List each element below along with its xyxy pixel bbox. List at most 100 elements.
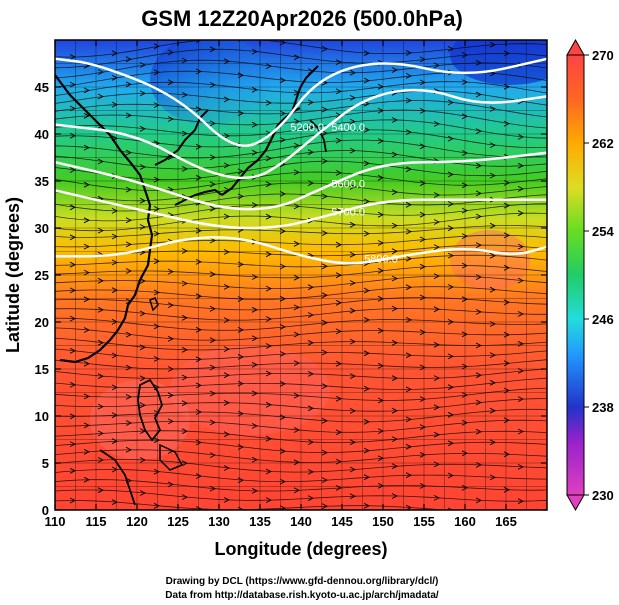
wind-arrow bbox=[125, 393, 133, 400]
wind-arrow bbox=[209, 337, 217, 344]
wind-arrow bbox=[195, 68, 203, 75]
wind-arrow bbox=[69, 467, 77, 474]
wind-arrow bbox=[335, 328, 343, 335]
wind-arrow bbox=[461, 182, 469, 189]
wind-arrow bbox=[433, 306, 441, 313]
x-tick-label: 140 bbox=[290, 514, 312, 529]
wind-arrow bbox=[83, 144, 91, 151]
wind-arrow bbox=[167, 116, 175, 122]
wind-arrow bbox=[69, 315, 77, 322]
wind-arrow bbox=[321, 503, 329, 510]
wind-arrow bbox=[125, 268, 133, 274]
y-tick-label: 15 bbox=[35, 362, 49, 377]
wind-arrow bbox=[111, 287, 119, 294]
wind-arrow bbox=[503, 417, 511, 424]
wind-arrow bbox=[363, 502, 371, 509]
wind-arrow bbox=[391, 67, 399, 73]
wind-arrow bbox=[447, 135, 455, 142]
wind-arrow bbox=[405, 472, 413, 479]
wind-arrow bbox=[279, 478, 287, 485]
wind-arrow bbox=[405, 316, 413, 323]
wind-arrow bbox=[293, 54, 301, 61]
wind-arrow bbox=[293, 304, 301, 311]
contour-label: 5700.0 bbox=[331, 207, 365, 219]
wind-arrow bbox=[181, 57, 189, 64]
wind-arrow bbox=[139, 375, 147, 382]
wind-arrow bbox=[517, 185, 525, 192]
streamline bbox=[55, 40, 547, 58]
wind-arrow bbox=[181, 428, 189, 435]
wind-arrow bbox=[503, 451, 511, 458]
contour-label: 5600.0 bbox=[331, 178, 365, 190]
wind-arrow bbox=[125, 186, 133, 193]
wind-arrow bbox=[139, 197, 147, 204]
streamline bbox=[55, 119, 547, 139]
colorbar-ticks: 230 238 246 254 262 270 bbox=[584, 48, 614, 503]
wind-arrow bbox=[461, 233, 469, 240]
streamline bbox=[55, 193, 547, 212]
wind-arrow bbox=[307, 405, 315, 412]
wind-arrow bbox=[167, 392, 175, 399]
wind-arrow bbox=[223, 372, 231, 379]
wind-arrow bbox=[69, 81, 77, 88]
height-contours: 5200.0 5400.0 5600.0 5700.0 5800.0 bbox=[55, 57, 547, 266]
wind-arrow bbox=[461, 262, 469, 269]
wind-arrow bbox=[153, 468, 161, 475]
wind-arrow bbox=[293, 487, 301, 494]
wind-arrow bbox=[111, 499, 119, 506]
wind-arrow bbox=[489, 172, 497, 179]
wind-arrow bbox=[503, 486, 511, 493]
wind-arrow bbox=[195, 258, 203, 265]
wind-arrow bbox=[83, 112, 91, 119]
wind-arrow bbox=[447, 353, 455, 360]
wind-arrow bbox=[475, 308, 483, 315]
streamline bbox=[55, 469, 547, 483]
wind-arrow bbox=[405, 49, 413, 56]
wind-arrow bbox=[475, 372, 483, 379]
wind-arrow bbox=[251, 149, 259, 156]
wind-arrow bbox=[475, 91, 483, 98]
wind-arrow bbox=[419, 56, 427, 63]
y-axis-ticks: 0 5 10 15 20 25 30 35 40 45 bbox=[35, 80, 547, 518]
wind-arrow bbox=[517, 463, 525, 470]
streamline bbox=[55, 99, 547, 118]
wind-arrow bbox=[265, 343, 273, 349]
wind-arrow bbox=[125, 241, 133, 248]
wind-arrow bbox=[475, 59, 483, 66]
wind-arrow bbox=[405, 72, 413, 79]
wind-arrow bbox=[447, 171, 455, 178]
streamline bbox=[55, 419, 547, 433]
streamline bbox=[55, 368, 547, 379]
wind-arrow bbox=[125, 217, 133, 224]
wind-arrow bbox=[489, 142, 497, 149]
wind-arrow bbox=[209, 205, 217, 212]
wind-arrow bbox=[517, 428, 525, 435]
y-tick-label: 30 bbox=[35, 221, 49, 236]
wind-arrow bbox=[181, 374, 189, 381]
wind-arrow bbox=[167, 418, 175, 425]
wind-arrow bbox=[111, 233, 119, 240]
wind-arrow bbox=[209, 81, 217, 88]
wind-arrow bbox=[265, 497, 273, 504]
wind-arrow bbox=[223, 213, 231, 220]
wind-arrow bbox=[433, 404, 441, 411]
wind-arrow bbox=[307, 370, 315, 377]
wind-arrow bbox=[251, 361, 259, 368]
wind-arrow bbox=[363, 126, 371, 133]
wind-arrow bbox=[111, 412, 119, 419]
wind-arrow bbox=[111, 352, 119, 359]
wind-arrow bbox=[517, 162, 525, 169]
wind-arrow bbox=[69, 105, 77, 112]
wind-arrow bbox=[307, 149, 315, 156]
wind-arrow bbox=[489, 379, 497, 386]
wind-arrow bbox=[153, 323, 161, 330]
wind-arrow bbox=[391, 222, 399, 229]
wind-arrow bbox=[405, 97, 413, 104]
wind-arrow bbox=[209, 46, 217, 53]
wind-arrow bbox=[461, 363, 469, 370]
y-tick-label: 40 bbox=[35, 127, 49, 142]
y-tick-label: 35 bbox=[35, 174, 49, 189]
wind-arrow bbox=[195, 106, 203, 113]
wind-arrow bbox=[97, 487, 105, 494]
